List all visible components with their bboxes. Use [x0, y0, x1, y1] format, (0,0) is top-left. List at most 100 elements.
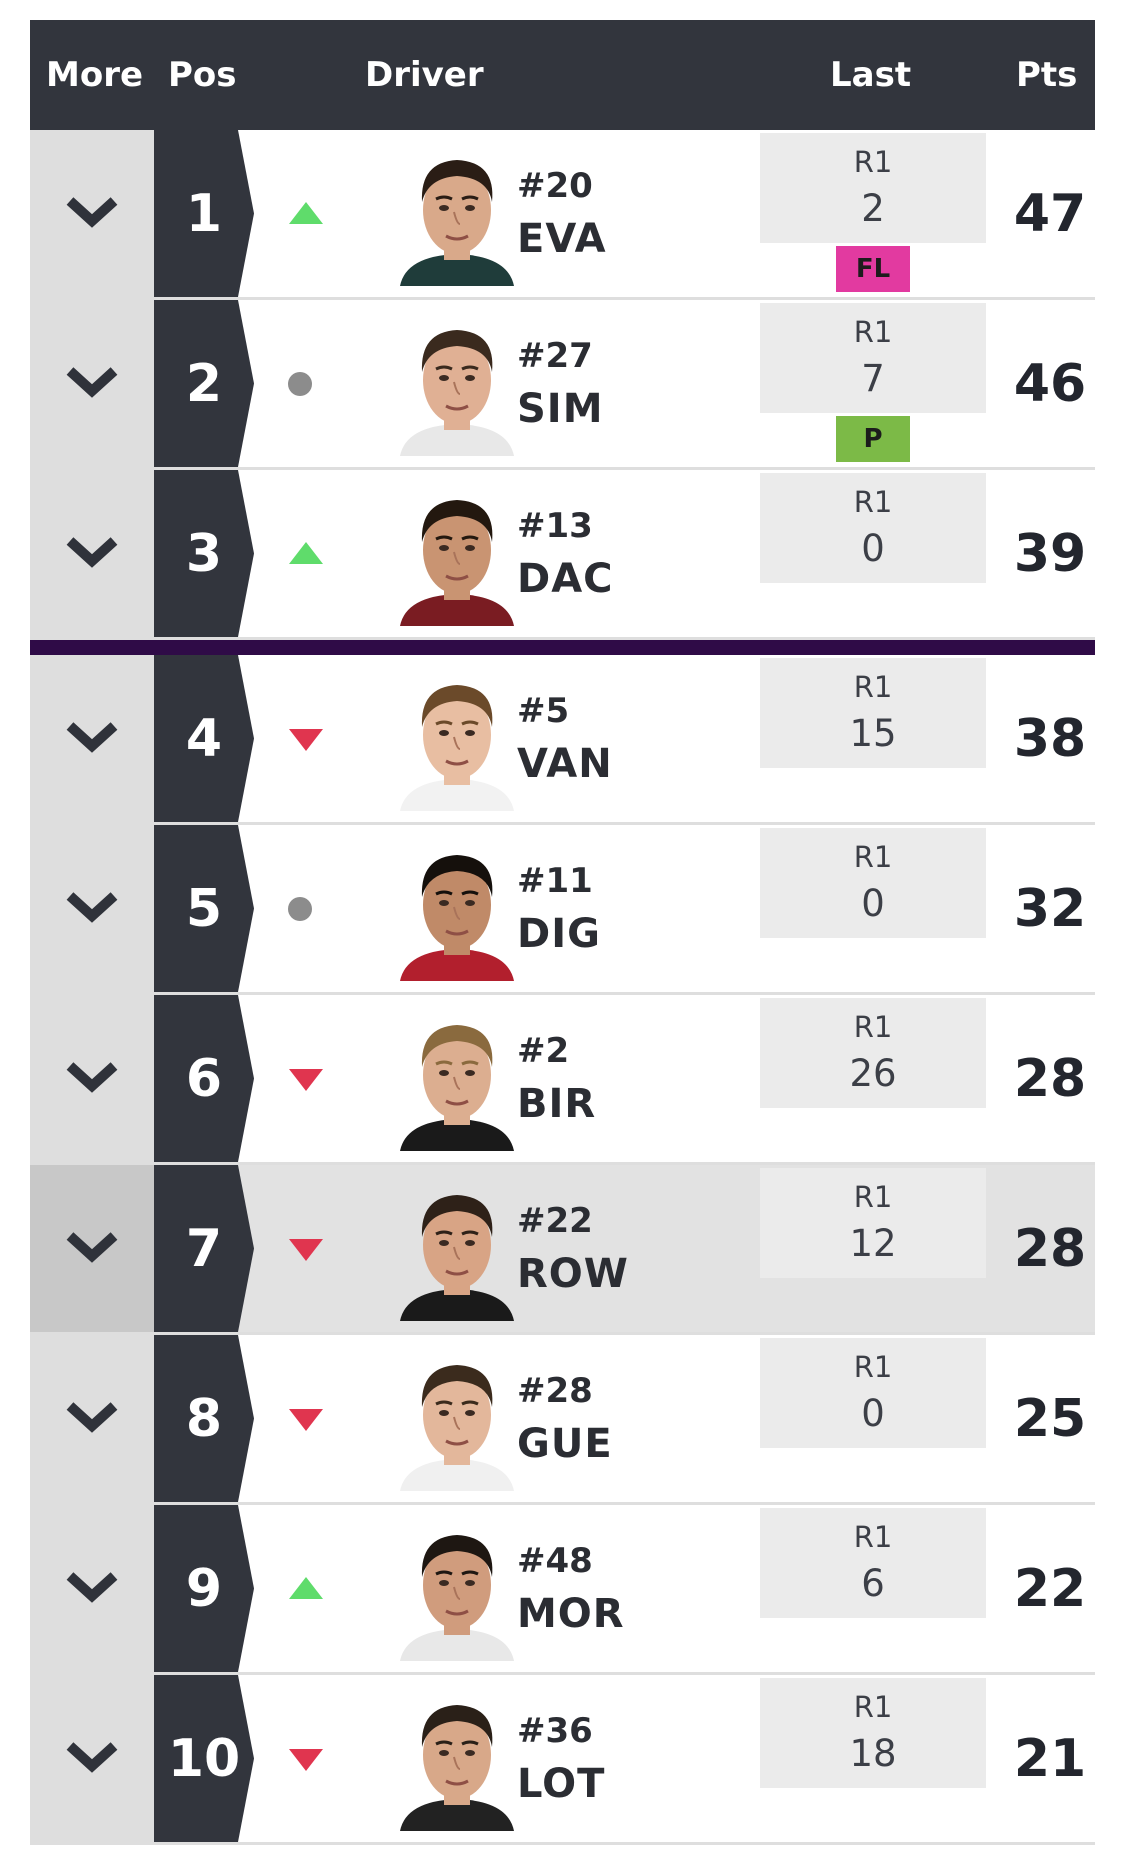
points: 22: [1013, 1558, 1087, 1619]
driver-number: #20: [517, 166, 593, 206]
table-row[interactable]: 10 #36 LOT R1 18 21: [30, 1675, 1095, 1845]
trend-down-icon: [286, 1064, 326, 1094]
table-row[interactable]: 2 #27 SIM R1 7 P 46: [30, 300, 1095, 470]
chevron-down-icon: [64, 535, 120, 573]
driver-avatar: [392, 1179, 522, 1321]
last-round: R1: [853, 1010, 893, 1044]
driver-avatar: [392, 1349, 522, 1491]
more-toggle[interactable]: [30, 470, 154, 637]
standings-rows: 1 #20 EVA R1 2 FL 47 2 #27 SIM R1 7 P 46 3 #13 DAC R1 0 39 4…: [30, 130, 1095, 1845]
trend-down-icon: [286, 1404, 326, 1434]
position-cell: 9: [154, 1505, 272, 1672]
driver-number: #5: [517, 691, 570, 731]
position-number: 1: [185, 183, 223, 244]
position-cell: 2: [154, 300, 272, 467]
position-number: 2: [185, 353, 223, 414]
driver-number: #36: [517, 1711, 593, 1751]
more-toggle[interactable]: [30, 995, 154, 1162]
more-toggle[interactable]: [30, 1675, 154, 1842]
driver-code: SIM: [517, 386, 604, 432]
last-round: R1: [853, 315, 893, 349]
position-number: 5: [185, 878, 223, 939]
position-cell: 10: [154, 1675, 272, 1842]
fastest-lap-badge: FL: [836, 246, 910, 292]
driver-code: LOT: [517, 1761, 606, 1807]
last-round: R1: [853, 145, 893, 179]
table-row[interactable]: 5 #11 DIG R1 0 32: [30, 825, 1095, 995]
trend-same-icon: [286, 894, 326, 924]
header-pos: Pos: [168, 55, 237, 95]
more-toggle[interactable]: [30, 1505, 154, 1672]
driver-avatar: [392, 669, 522, 811]
chevron-down-icon: [64, 1740, 120, 1778]
trend-down-icon: [286, 724, 326, 754]
pole-badge: P: [836, 416, 910, 462]
driver-number: #27: [517, 336, 593, 376]
position-number: 8: [185, 1388, 223, 1449]
last-position: 15: [849, 712, 897, 755]
header-more: More: [46, 55, 144, 95]
more-toggle[interactable]: [30, 1335, 154, 1502]
more-toggle[interactable]: [30, 825, 154, 992]
table-row[interactable]: 4 #5 VAN R1 15 38: [30, 655, 1095, 825]
chevron-down-icon: [64, 720, 120, 758]
last-position: 26: [849, 1052, 897, 1095]
trend-up-icon: [286, 199, 326, 229]
points: 47: [1013, 183, 1087, 244]
last-position: 2: [861, 187, 885, 230]
table-header: More Pos Driver Last Pts: [30, 20, 1095, 130]
driver-avatar: [392, 314, 522, 456]
position-number: 6: [185, 1048, 223, 1109]
last-position: 6: [861, 1562, 885, 1605]
points: 25: [1013, 1388, 1087, 1449]
last-result-box: R1 15: [760, 658, 986, 768]
driver-code: DAC: [517, 556, 614, 602]
last-result-box: R1 6: [760, 1508, 986, 1618]
position-cell: 3: [154, 470, 272, 637]
position-cell: 7: [154, 1165, 272, 1332]
last-result-box: R1 2: [760, 133, 986, 243]
points: 32: [1013, 878, 1087, 939]
driver-code: GUE: [517, 1421, 613, 1467]
table-row[interactable]: 3 #13 DAC R1 0 39: [30, 470, 1095, 640]
last-result-box: R1 12: [760, 1168, 986, 1278]
driver-number: #11: [517, 861, 593, 901]
position-cell: 8: [154, 1335, 272, 1502]
driver-avatar: [392, 144, 522, 286]
chevron-down-icon: [64, 195, 120, 233]
position-cell: 4: [154, 655, 272, 822]
trend-up-icon: [286, 539, 326, 569]
points: 28: [1013, 1218, 1087, 1279]
table-row[interactable]: 6 #2 BIR R1 26 28: [30, 995, 1095, 1165]
chevron-down-icon: [64, 890, 120, 928]
last-position: 18: [849, 1732, 897, 1775]
points: 39: [1013, 523, 1087, 584]
last-result-box: R1 18: [760, 1678, 986, 1788]
table-row[interactable]: 1 #20 EVA R1 2 FL 47: [30, 130, 1095, 300]
points: 28: [1013, 1048, 1087, 1109]
position-number: 7: [185, 1218, 223, 1279]
more-toggle[interactable]: [30, 655, 154, 822]
chevron-down-icon: [64, 1570, 120, 1608]
table-row[interactable]: 9 #48 MOR R1 6 22: [30, 1505, 1095, 1675]
header-last: Last: [830, 55, 912, 95]
last-result-box: R1 0: [760, 1338, 986, 1448]
position-cell: 6: [154, 995, 272, 1162]
table-row[interactable]: 7 #22 ROW R1 12 28: [30, 1165, 1095, 1335]
standings-table: More Pos Driver Last Pts 1 #20 EVA R1 2 FL 47 2…: [30, 20, 1095, 1845]
trend-up-icon: [286, 1574, 326, 1604]
points: 38: [1013, 708, 1087, 769]
last-position: 0: [861, 527, 885, 570]
table-row[interactable]: 8 #28 GUE R1 0 25: [30, 1335, 1095, 1505]
more-toggle[interactable]: [30, 1165, 154, 1332]
last-position: 7: [861, 357, 885, 400]
more-toggle[interactable]: [30, 300, 154, 467]
trend-same-icon: [286, 369, 326, 399]
last-round: R1: [853, 1690, 893, 1724]
driver-number: #2: [517, 1031, 570, 1071]
last-round: R1: [853, 1520, 893, 1554]
last-round: R1: [853, 485, 893, 519]
more-toggle[interactable]: [30, 130, 154, 297]
driver-code: MOR: [517, 1591, 625, 1637]
last-round: R1: [853, 1180, 893, 1214]
